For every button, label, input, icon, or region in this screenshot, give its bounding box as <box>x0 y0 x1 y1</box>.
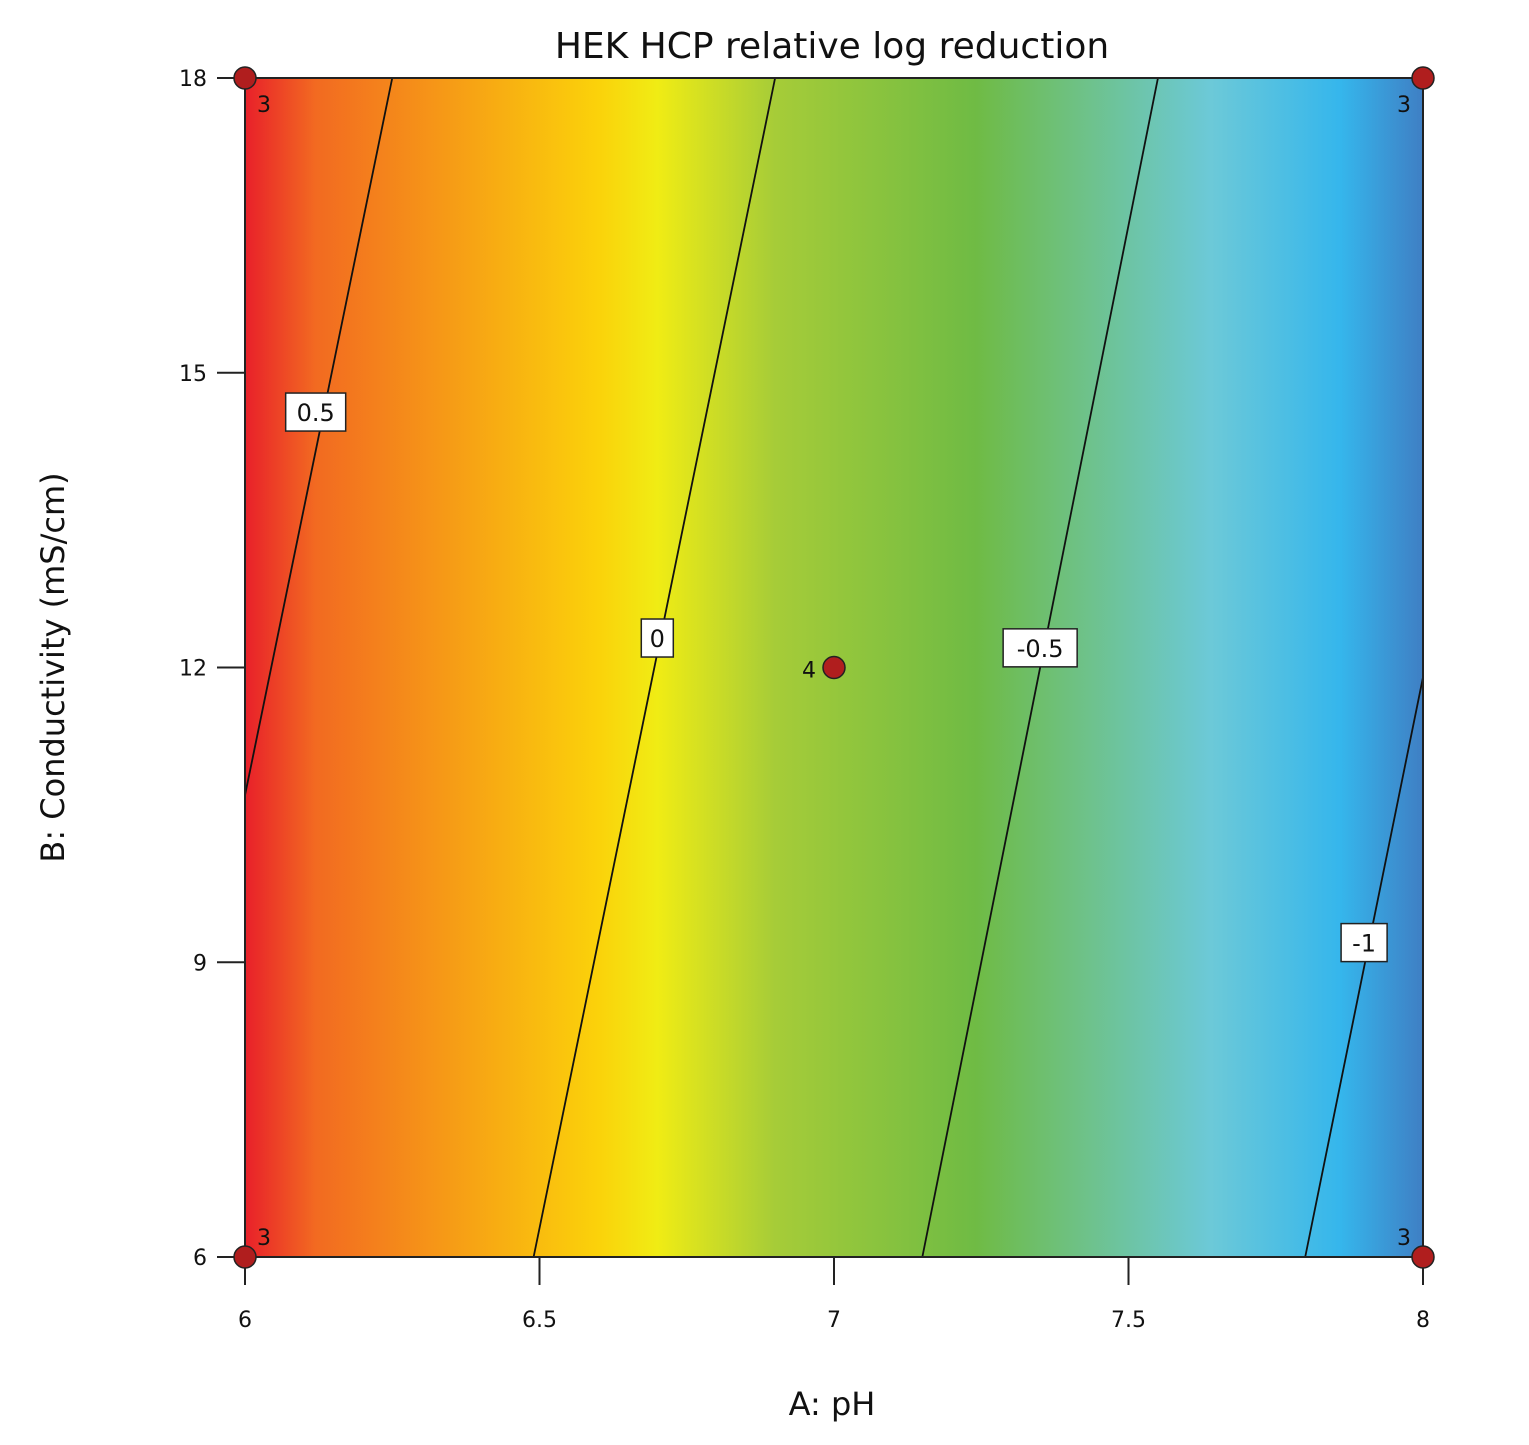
x-tick-label: 7 <box>827 1308 841 1333</box>
x-axis-label: A: pH <box>789 1385 876 1423</box>
x-tick-label: 6.5 <box>522 1308 557 1333</box>
contour-label-box <box>1340 922 1388 963</box>
y-tick-label: 15 <box>179 362 207 387</box>
contour-label: -0.5 <box>1017 635 1064 663</box>
y-tick-label: 9 <box>193 951 207 976</box>
design-point <box>233 66 257 90</box>
y-tick-label: 6 <box>193 1246 207 1271</box>
x-tick-label: 6 <box>238 1308 252 1333</box>
contour-label-box <box>284 392 347 432</box>
x-tick-label: 8 <box>1416 1308 1430 1333</box>
design-point-count: 3 <box>1397 93 1411 118</box>
contour-line <box>1304 677 1424 1258</box>
design-point-count: 3 <box>1397 1226 1411 1251</box>
design-point <box>233 1245 257 1269</box>
contour-labels: 0.5 0 -0.5 -1 <box>284 392 1388 963</box>
design-point-count: 3 <box>257 1226 271 1251</box>
contour-line <box>532 77 776 1258</box>
x-axis: 6 6.5 7 7.5 8 <box>238 1257 1430 1333</box>
x-tick-label: 7.5 <box>1111 1308 1146 1333</box>
y-tick-label: 12 <box>179 657 207 682</box>
contour-label: 0 <box>650 625 665 653</box>
chart-title: HEK HCP relative log reduction <box>555 26 1109 67</box>
design-point <box>1411 1245 1435 1269</box>
design-points: 3 3 3 3 4 <box>233 66 1435 1269</box>
y-axis: 6 9 12 15 18 <box>179 67 245 1271</box>
contour-label: -1 <box>1352 930 1376 958</box>
contour-label-box <box>1002 628 1078 668</box>
design-point <box>1411 66 1435 90</box>
y-tick-label: 18 <box>179 67 207 92</box>
design-point <box>822 655 846 680</box>
design-point-count: 4 <box>802 659 816 684</box>
design-point-count: 3 <box>257 93 271 118</box>
contour-line <box>244 77 394 796</box>
y-axis-label: B: Conductivity (mS/cm) <box>34 472 72 862</box>
contour-label-box <box>640 618 675 658</box>
contour-label: 0.5 <box>297 399 335 427</box>
